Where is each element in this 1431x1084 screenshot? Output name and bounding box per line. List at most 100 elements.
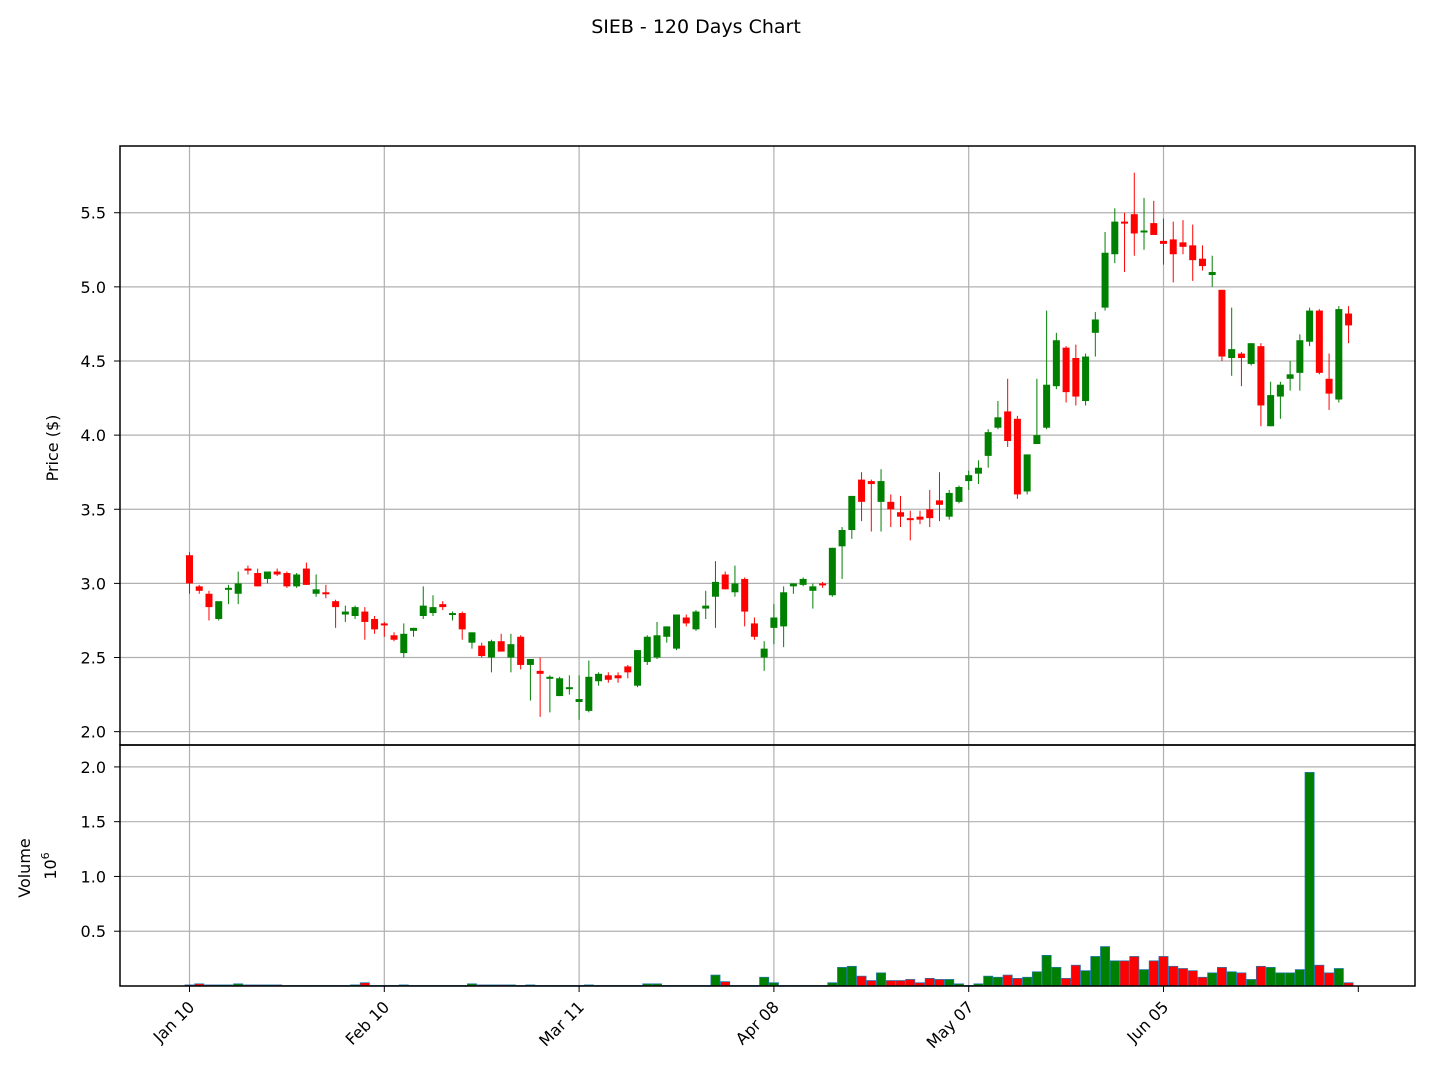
volume-bar: [1041, 954, 1052, 987]
candle-body: [897, 512, 905, 517]
x-tick-label: Mar 11: [535, 997, 588, 1050]
candle-body: [1013, 418, 1021, 495]
candle-body: [1160, 240, 1167, 244]
candle-body: [858, 479, 866, 502]
candle-body: [507, 644, 515, 658]
candle-body: [244, 568, 252, 571]
volume-bar: [1314, 964, 1325, 987]
candle-body: [205, 593, 213, 608]
date-x-axis: Jan 10 Feb 10 Mar 11 Apr 08 May 07 Jun 05: [149, 986, 1359, 1052]
candle-body: [1335, 309, 1343, 400]
volume-bar: [944, 979, 955, 987]
candle-body: [1052, 340, 1060, 387]
candle-body: [819, 583, 827, 586]
candle-body: [828, 547, 836, 596]
candle-body: [906, 518, 914, 521]
candle-body: [1286, 374, 1294, 379]
volume-bar: [1070, 964, 1081, 987]
candle-body: [195, 586, 203, 591]
candle-body: [1306, 310, 1314, 342]
candle-body: [1004, 411, 1012, 442]
candle-body: [663, 626, 671, 637]
volume-bars: [184, 772, 1354, 987]
candle-body: [293, 574, 301, 587]
candle-body: [1228, 349, 1236, 359]
volume-bar: [710, 974, 721, 987]
volume-bar: [1265, 967, 1276, 987]
volume-bar: [1207, 972, 1218, 987]
volume-bar: [1109, 960, 1120, 987]
volume-bar: [759, 976, 770, 987]
volume-bar: [1294, 969, 1305, 987]
volume-bar: [992, 976, 1003, 987]
price-tick-label: 4.5: [81, 352, 106, 371]
candle-body: [1169, 239, 1177, 255]
candle-body: [682, 617, 690, 624]
volume-bar: [1100, 946, 1111, 987]
candle-body: [994, 417, 1002, 428]
candle-body: [799, 578, 807, 585]
candle-body: [380, 623, 388, 626]
volume-bar: [905, 979, 916, 987]
candle-body: [974, 467, 982, 474]
price-panel: 2.0 2.5 3.0 3.5 4.0 4.5 5.0 5.5 Price ($): [43, 145, 1416, 746]
candle-body: [1179, 242, 1187, 247]
price-y-axis: 2.0 2.5 3.0 3.5 4.0 4.5 5.0 5.5: [81, 204, 120, 742]
candle-body: [234, 583, 242, 594]
candle-body: [916, 516, 924, 520]
candle-body: [643, 636, 651, 662]
volume-bar: [1022, 976, 1033, 987]
volume-tick-label: 2.0: [81, 758, 106, 777]
price-tick-label: 3.5: [81, 500, 106, 519]
price-axis-label: Price ($): [43, 415, 62, 482]
candle-body: [1082, 356, 1090, 402]
candle-body: [1121, 221, 1129, 224]
volume-bar: [856, 975, 867, 987]
volume-bar: [1216, 967, 1227, 987]
candle-body: [741, 578, 749, 612]
candle-body: [312, 589, 320, 594]
volume-bar: [1002, 974, 1013, 987]
candle-body: [1062, 347, 1070, 393]
candle-body: [361, 611, 369, 622]
candle-body: [341, 611, 349, 615]
volume-scale-label: 106: [39, 852, 60, 879]
candle-body: [458, 613, 466, 630]
candle-body: [390, 635, 398, 640]
candle-body: [867, 481, 875, 485]
price-tick-label: 5.0: [81, 278, 106, 297]
volume-bar: [1168, 965, 1179, 987]
volume-bar: [885, 980, 896, 987]
candle-body: [692, 611, 700, 630]
x-tick-label: Feb 10: [342, 997, 393, 1048]
candle-body: [926, 509, 934, 519]
candle-body: [263, 571, 271, 579]
candle-body: [556, 678, 564, 697]
volume-bar: [1275, 972, 1286, 987]
volume-bar: [837, 967, 848, 987]
volume-bar: [1178, 968, 1188, 987]
candle-body: [1345, 313, 1353, 326]
candle-body: [711, 581, 719, 597]
candle-body: [673, 614, 680, 649]
candle-body: [536, 670, 544, 674]
volume-bar: [895, 980, 906, 987]
candle-body: [302, 568, 310, 585]
candle-body: [429, 607, 437, 614]
candle-body: [1189, 245, 1197, 261]
candle-body: [254, 573, 262, 587]
volume-plot-frame: [119, 744, 1416, 987]
candle-body: [517, 636, 525, 665]
candle-body: [1267, 395, 1275, 427]
volume-bar: [1197, 976, 1208, 987]
candle-body: [965, 475, 973, 482]
candle-body: [526, 659, 534, 665]
x-tick-label: Jan 10: [149, 997, 199, 1047]
candle-body: [487, 641, 495, 658]
price-tick-label: 2.5: [81, 649, 106, 668]
candle-body: [702, 605, 710, 609]
candle-body: [1033, 435, 1041, 445]
volume-bar: [1226, 971, 1237, 987]
candle-body: [1315, 310, 1323, 373]
